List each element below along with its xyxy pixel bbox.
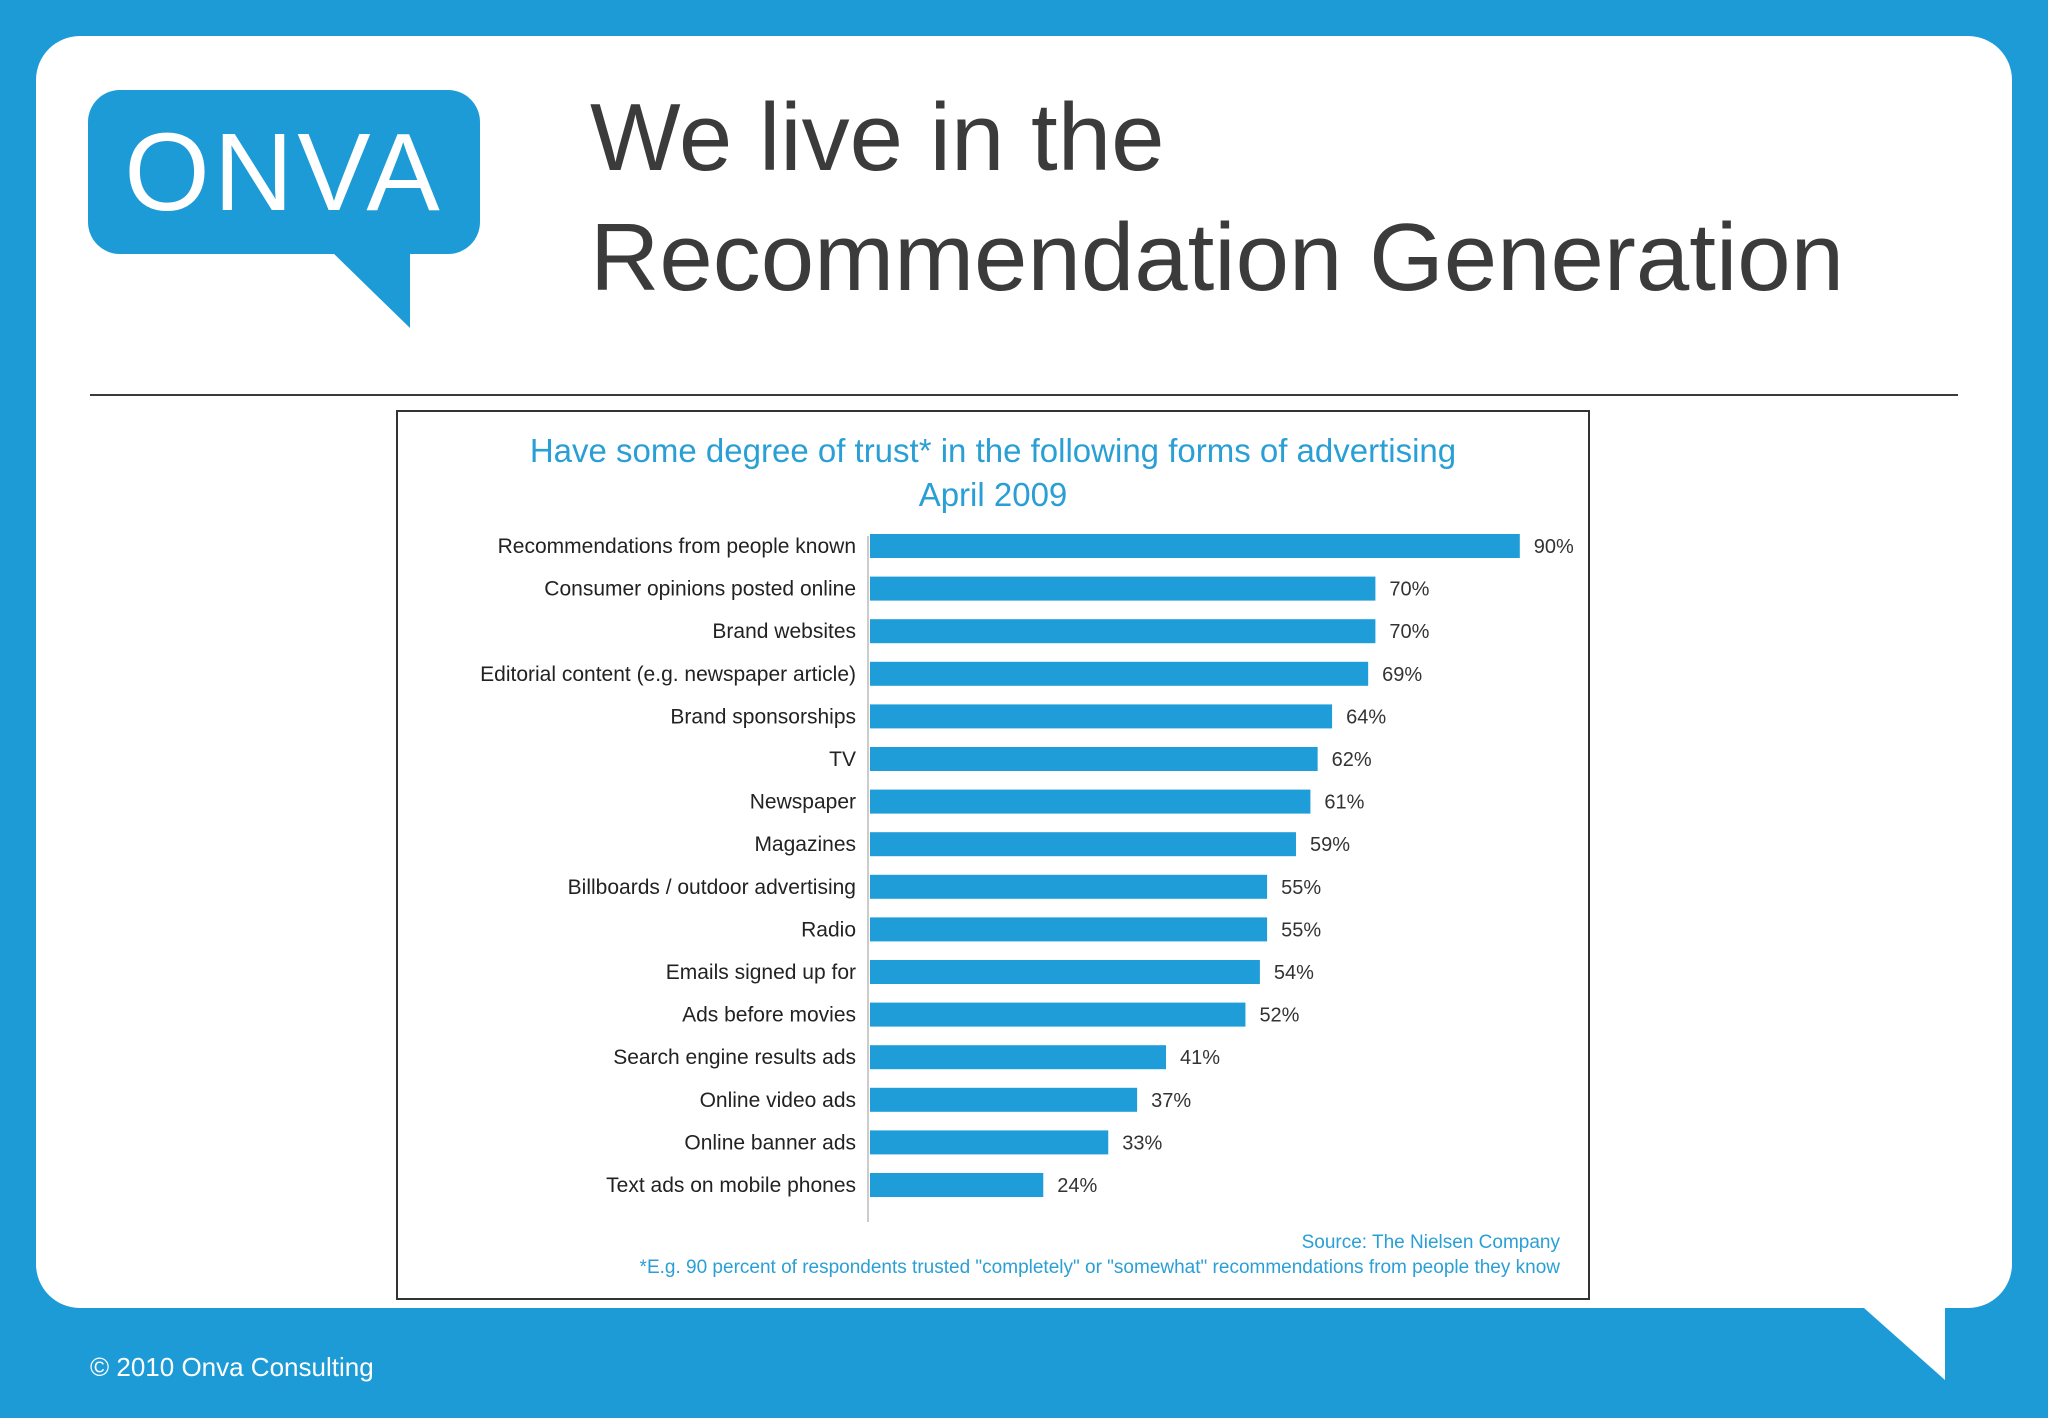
data-label: 61% bbox=[1324, 792, 1364, 814]
bar bbox=[870, 1173, 1044, 1197]
bar bbox=[870, 917, 1268, 942]
category-label: Emails signed up for bbox=[666, 961, 856, 984]
category-label: Brand sponsorships bbox=[670, 705, 856, 728]
chart-source: Source: The Nielsen Company bbox=[1302, 1232, 1561, 1253]
data-label: 70% bbox=[1389, 579, 1429, 601]
copyright-footer: © 2010 Onva Consulting bbox=[90, 1352, 374, 1382]
data-label: 64% bbox=[1346, 706, 1386, 728]
data-label: 59% bbox=[1310, 834, 1350, 856]
data-label: 41% bbox=[1180, 1047, 1220, 1069]
category-label: Online video ads bbox=[700, 1089, 856, 1112]
bar bbox=[870, 704, 1333, 729]
chart-frame: Have some degree of trust* in the follow… bbox=[396, 410, 1590, 1300]
category-label: Editorial content (e.g. newspaper articl… bbox=[480, 663, 856, 686]
bar bbox=[870, 661, 1369, 686]
speech-bubble-logo-icon bbox=[330, 250, 410, 328]
bar bbox=[870, 789, 1311, 814]
chart-footnote: *E.g. 90 percent of respondents trusted … bbox=[640, 1257, 1561, 1278]
category-label: TV bbox=[829, 748, 856, 771]
bar bbox=[870, 832, 1296, 857]
category-label: Search engine results ads bbox=[613, 1046, 856, 1069]
category-label: Consumer opinions posted online bbox=[544, 578, 856, 601]
category-label: Newspaper bbox=[750, 791, 856, 814]
bar bbox=[870, 960, 1260, 984]
headline-line-2: Recommendation Generation bbox=[590, 204, 1845, 311]
bar bbox=[870, 1087, 1138, 1112]
data-label: 70% bbox=[1389, 621, 1429, 643]
logo-text: ONVA bbox=[124, 110, 444, 234]
bar bbox=[870, 576, 1376, 601]
title-divider bbox=[90, 394, 1958, 396]
slide-headline: We live in the Recommendation Generation bbox=[590, 78, 1844, 318]
data-label: 37% bbox=[1151, 1090, 1191, 1112]
data-label: 90% bbox=[1534, 536, 1574, 558]
bar bbox=[870, 619, 1376, 644]
bar bbox=[870, 1130, 1109, 1155]
category-label: Brand websites bbox=[712, 620, 856, 643]
bar bbox=[870, 534, 1520, 558]
bar bbox=[870, 1002, 1246, 1027]
data-label: 52% bbox=[1259, 1005, 1299, 1027]
data-label: 69% bbox=[1382, 664, 1422, 686]
bar bbox=[870, 874, 1268, 899]
onva-logo: ONVA bbox=[88, 90, 480, 254]
data-label: 33% bbox=[1122, 1132, 1162, 1154]
category-label: Online banner ads bbox=[684, 1131, 856, 1154]
bars-group: Recommendations from people known 90% Cons… bbox=[480, 534, 1574, 1197]
data-label: 62% bbox=[1332, 749, 1372, 771]
category-label: Magazines bbox=[754, 833, 856, 856]
data-label: 55% bbox=[1281, 919, 1321, 941]
data-label: 55% bbox=[1281, 877, 1321, 899]
chart-subtitle: April 2009 bbox=[919, 476, 1068, 513]
bar-chart: Have some degree of trust* in the follow… bbox=[480, 432, 1574, 1278]
category-label: Billboards / outdoor advertising bbox=[568, 876, 856, 899]
headline-line-1: We live in the bbox=[590, 84, 1165, 191]
data-label: 24% bbox=[1057, 1175, 1097, 1197]
bar bbox=[870, 747, 1318, 771]
bar bbox=[870, 1045, 1167, 1070]
category-label: Ads before movies bbox=[682, 1004, 856, 1027]
category-label: Text ads on mobile phones bbox=[606, 1174, 856, 1197]
category-label: Radio bbox=[801, 918, 856, 941]
category-label: Recommendations from people known bbox=[498, 535, 856, 558]
chart-title: Have some degree of trust* in the follow… bbox=[530, 432, 1456, 469]
data-label: 54% bbox=[1274, 962, 1314, 984]
speech-bubble-tail bbox=[1855, 1300, 1945, 1380]
